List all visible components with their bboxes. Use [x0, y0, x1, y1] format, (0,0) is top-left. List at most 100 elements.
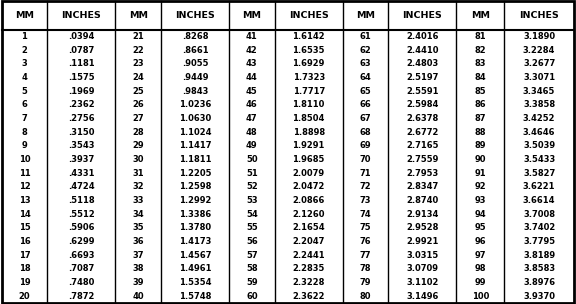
Text: 2.8347: 2.8347 [406, 182, 438, 192]
Text: 2.5984: 2.5984 [406, 100, 438, 109]
Text: 75: 75 [359, 223, 372, 233]
Text: 56: 56 [246, 237, 257, 246]
Text: 37: 37 [132, 251, 144, 260]
Text: 3.9370: 3.9370 [523, 292, 555, 301]
Text: .7087: .7087 [68, 264, 94, 273]
Text: 2.3228: 2.3228 [293, 278, 325, 287]
Text: 1.8110: 1.8110 [293, 100, 325, 109]
Text: 15: 15 [18, 223, 31, 233]
Text: 57: 57 [246, 251, 257, 260]
Text: 52: 52 [246, 182, 257, 192]
Text: .9055: .9055 [182, 60, 209, 68]
Text: 38: 38 [132, 264, 144, 273]
Text: 88: 88 [475, 128, 486, 137]
Text: 2.0079: 2.0079 [293, 169, 325, 178]
Text: 66: 66 [359, 100, 372, 109]
Text: 10: 10 [18, 155, 31, 164]
Text: 60: 60 [246, 292, 257, 301]
Text: MM: MM [471, 11, 490, 20]
Text: .8661: .8661 [181, 46, 209, 55]
Text: 1.2598: 1.2598 [179, 182, 211, 192]
Text: 3.2677: 3.2677 [523, 60, 555, 68]
Text: 1.4961: 1.4961 [179, 264, 211, 273]
Text: 1.6142: 1.6142 [293, 32, 325, 41]
Text: .9449: .9449 [182, 73, 209, 82]
Text: 33: 33 [132, 196, 144, 205]
Text: 3.8583: 3.8583 [523, 264, 555, 273]
Text: 3.1890: 3.1890 [523, 32, 555, 41]
Text: 23: 23 [132, 60, 144, 68]
Text: 40: 40 [132, 292, 144, 301]
Text: 85: 85 [475, 87, 486, 96]
Text: 41: 41 [246, 32, 257, 41]
Text: INCHES: INCHES [519, 11, 559, 20]
Text: 1.7717: 1.7717 [293, 87, 325, 96]
Text: 3.0709: 3.0709 [406, 264, 438, 273]
Text: 96: 96 [475, 237, 486, 246]
Text: 2.3622: 2.3622 [293, 292, 325, 301]
Text: 78: 78 [360, 264, 372, 273]
Text: 3.5039: 3.5039 [523, 141, 555, 150]
Text: 36: 36 [132, 237, 144, 246]
Text: .0787: .0787 [68, 46, 94, 55]
Text: .6299: .6299 [68, 237, 94, 246]
Text: 3.0315: 3.0315 [406, 251, 438, 260]
Text: .2756: .2756 [68, 114, 94, 123]
Text: 31: 31 [132, 169, 144, 178]
Text: 47: 47 [246, 114, 257, 123]
Text: INCHES: INCHES [62, 11, 101, 20]
Text: 35: 35 [132, 223, 144, 233]
Text: 2.0472: 2.0472 [293, 182, 325, 192]
Text: 1.4567: 1.4567 [179, 251, 211, 260]
Text: 32: 32 [132, 182, 144, 192]
Text: 3.6221: 3.6221 [523, 182, 555, 192]
Text: MM: MM [128, 11, 147, 20]
Text: 3.5433: 3.5433 [523, 155, 555, 164]
Text: 1.0630: 1.0630 [179, 114, 211, 123]
Text: 3.5827: 3.5827 [523, 169, 555, 178]
Text: 91: 91 [475, 169, 486, 178]
Text: 87: 87 [475, 114, 486, 123]
Text: 1.3386: 1.3386 [179, 210, 211, 219]
Text: 98: 98 [475, 264, 486, 273]
Text: 2.4016: 2.4016 [406, 32, 438, 41]
Text: 69: 69 [359, 141, 372, 150]
Text: 1.1024: 1.1024 [179, 128, 211, 137]
Text: 39: 39 [132, 278, 144, 287]
Text: 67: 67 [359, 114, 372, 123]
Text: 55: 55 [246, 223, 257, 233]
Text: .4724: .4724 [68, 182, 94, 192]
Text: 99: 99 [475, 278, 486, 287]
Text: .5118: .5118 [68, 196, 94, 205]
Text: 2.5591: 2.5591 [406, 87, 438, 96]
Text: 89: 89 [475, 141, 486, 150]
Text: 3.1102: 3.1102 [406, 278, 438, 287]
Text: 2.5197: 2.5197 [406, 73, 438, 82]
Text: 82: 82 [475, 46, 486, 55]
Text: 3.7795: 3.7795 [523, 237, 555, 246]
Text: 2.9921: 2.9921 [406, 237, 438, 246]
Text: 27: 27 [132, 114, 144, 123]
Text: 1.6535: 1.6535 [293, 46, 325, 55]
Text: 1: 1 [21, 32, 28, 41]
Text: 94: 94 [475, 210, 486, 219]
Text: 3.8189: 3.8189 [523, 251, 555, 260]
Text: 1.2992: 1.2992 [179, 196, 211, 205]
Text: 14: 14 [18, 210, 31, 219]
Text: INCHES: INCHES [175, 11, 215, 20]
Text: 22: 22 [132, 46, 144, 55]
Text: 7: 7 [21, 114, 27, 123]
Text: MM: MM [356, 11, 375, 20]
Text: 2.6378: 2.6378 [406, 114, 438, 123]
Text: 1.6929: 1.6929 [293, 60, 325, 68]
Text: 42: 42 [246, 46, 257, 55]
Text: .5512: .5512 [68, 210, 94, 219]
Text: 3.3071: 3.3071 [523, 73, 555, 82]
Text: 79: 79 [360, 278, 372, 287]
Text: 2.7953: 2.7953 [406, 169, 438, 178]
Text: 93: 93 [475, 196, 486, 205]
Text: 100: 100 [472, 292, 489, 301]
Text: 2.2047: 2.2047 [293, 237, 325, 246]
Text: 18: 18 [18, 264, 31, 273]
Text: 2.1654: 2.1654 [293, 223, 325, 233]
